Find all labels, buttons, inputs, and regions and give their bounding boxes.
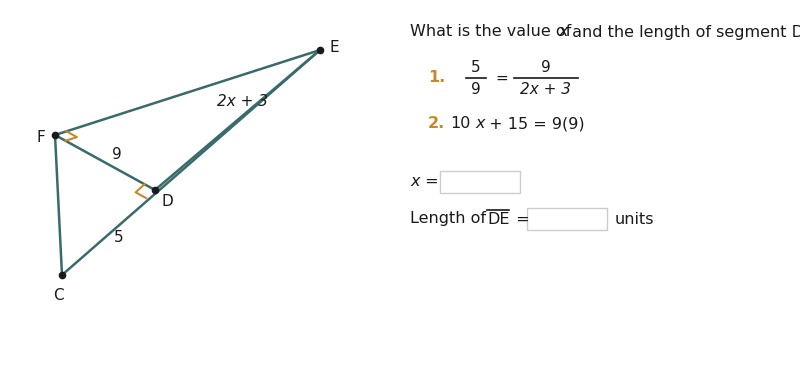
Text: units: units: [615, 211, 654, 227]
Text: 9: 9: [471, 83, 481, 98]
Text: 10: 10: [450, 117, 470, 131]
Text: 2x + 3: 2x + 3: [217, 94, 268, 110]
Text: 5: 5: [114, 230, 123, 245]
Text: x: x: [475, 117, 485, 131]
Text: Length of: Length of: [410, 211, 491, 227]
Bar: [440, 171, 520, 193]
Text: + 15 = 9(9): + 15 = 9(9): [484, 117, 585, 131]
Text: =: =: [420, 174, 438, 190]
Text: F: F: [37, 129, 46, 145]
Bar: [527, 208, 607, 230]
Text: 5: 5: [471, 60, 481, 76]
Text: E: E: [329, 41, 339, 55]
Text: C: C: [53, 287, 63, 303]
Text: D: D: [161, 195, 173, 209]
Text: 9: 9: [541, 60, 551, 76]
Text: 2x + 3: 2x + 3: [521, 83, 571, 98]
Text: 9: 9: [112, 147, 122, 162]
Text: x: x: [558, 25, 567, 39]
Text: x: x: [410, 174, 419, 190]
Text: 2.: 2.: [428, 117, 446, 131]
Text: =: =: [511, 211, 530, 227]
Text: 1.: 1.: [428, 71, 446, 85]
Text: DE: DE: [487, 211, 510, 227]
Text: What is the value of: What is the value of: [410, 25, 576, 39]
Text: =: =: [496, 71, 508, 85]
Text: and the length of segment DE?: and the length of segment DE?: [567, 25, 800, 39]
